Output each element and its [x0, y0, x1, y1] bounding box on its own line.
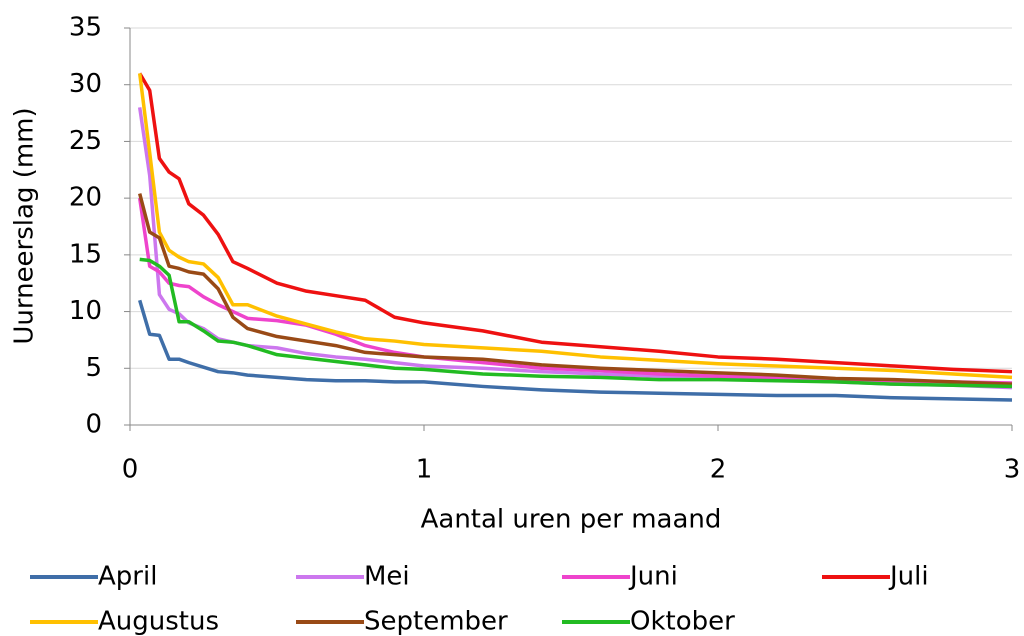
x-tick-label: 1 — [416, 455, 433, 485]
x-tick-label: 2 — [710, 455, 727, 485]
series-line — [137, 73, 1013, 380]
legend-label: Juli — [888, 562, 929, 592]
y-tick-label: 15 — [69, 239, 102, 269]
series-line — [138, 72, 1013, 374]
y-tick-label: 20 — [69, 183, 102, 213]
y-tick-label: 5 — [85, 353, 102, 383]
y-axis-title: Uurneerslag (mm) — [10, 107, 40, 344]
x-tick-label: 0 — [122, 455, 139, 485]
y-tick-label: 25 — [69, 126, 102, 156]
legend-label: Augustus — [98, 607, 219, 636]
y-tick-label: 10 — [69, 296, 102, 326]
legend-label: Mei — [364, 562, 410, 592]
legend-label: Juni — [628, 562, 678, 592]
y-tick-label: 30 — [69, 69, 102, 99]
legend-label: April — [98, 562, 157, 592]
series-line — [139, 257, 1013, 389]
legend-label: Oktober — [630, 607, 735, 636]
series-line — [138, 299, 1013, 402]
x-tick-label: 3 — [1004, 455, 1021, 485]
series-line — [137, 197, 1013, 385]
y-tick-label: 0 — [85, 410, 102, 440]
y-tick-label: 35 — [69, 13, 102, 43]
series-line — [138, 193, 1013, 386]
x-axis-title: Aantal uren per maand — [421, 505, 722, 535]
legend-label: September — [364, 607, 508, 636]
